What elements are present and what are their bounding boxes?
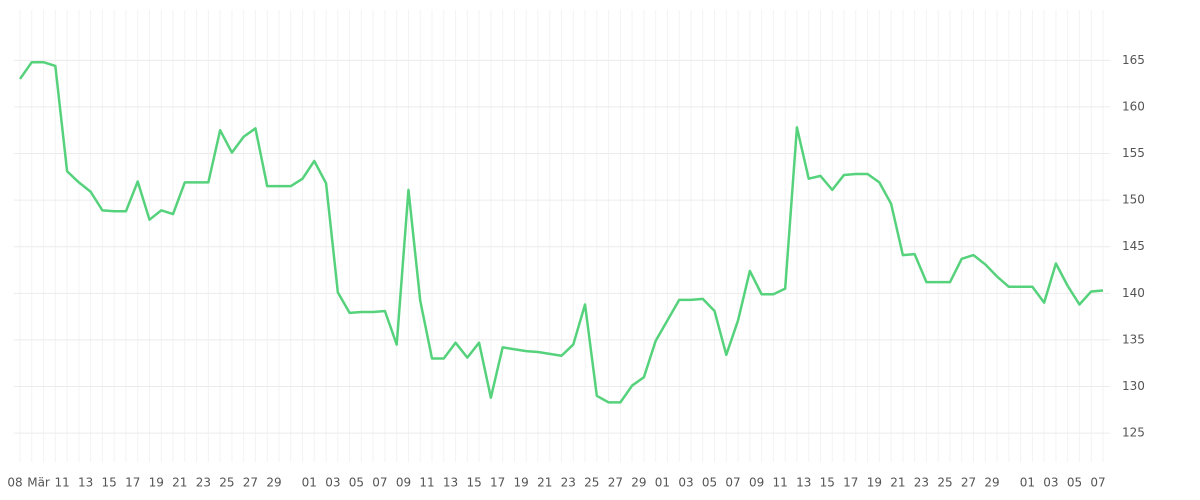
x-tick-label: 23: [561, 476, 576, 490]
x-tick-label: 13: [443, 476, 458, 490]
x-tick-label: 11: [773, 476, 788, 490]
x-tick-label: 03: [1043, 476, 1058, 490]
x-tick-label: 13: [796, 476, 811, 490]
x-tick-label: 23: [196, 476, 211, 490]
x-tick-label: 29: [266, 476, 281, 490]
x-tick-label: 25: [219, 476, 234, 490]
x-tick-label: 23: [914, 476, 929, 490]
x-tick-label: 17: [125, 476, 140, 490]
x-tick-label: 01: [302, 476, 317, 490]
y-tick-label: 140: [1122, 286, 1145, 300]
x-tick-label: 01: [1020, 476, 1035, 490]
y-tick-label: 160: [1122, 99, 1145, 113]
x-tick-label: 15: [466, 476, 481, 490]
x-tick-label: 03: [325, 476, 340, 490]
x-tick-label: 15: [820, 476, 835, 490]
x-tick-label: 27: [243, 476, 258, 490]
x-tick-label: 27: [961, 476, 976, 490]
x-tick-label: Mär: [27, 476, 50, 490]
x-tick-label: 11: [419, 476, 434, 490]
x-tick-label: 07: [372, 476, 387, 490]
x-tick-label: 07: [1090, 476, 1105, 490]
x-tick-label: 08: [7, 476, 22, 490]
x-tick-label: 05: [349, 476, 364, 490]
x-tick-label: 05: [702, 476, 717, 490]
x-tick-label: 29: [631, 476, 646, 490]
x-tick-label: 19: [867, 476, 882, 490]
x-tick-label: 21: [172, 476, 187, 490]
x-tick-label: 05: [1067, 476, 1082, 490]
y-tick-label: 155: [1122, 146, 1145, 160]
y-tick-label: 150: [1122, 193, 1145, 207]
x-tick-label: 01: [655, 476, 670, 490]
x-tick-label: 25: [937, 476, 952, 490]
x-tick-label: 09: [749, 476, 764, 490]
data-line: [18, 60, 1104, 404]
x-tick-label: 15: [102, 476, 117, 490]
x-tick-label: 27: [608, 476, 623, 490]
x-tick-label: 21: [890, 476, 905, 490]
x-tick-label: 21: [537, 476, 552, 490]
x-tick-label: 07: [725, 476, 740, 490]
x-tick-label: 13: [78, 476, 93, 490]
x-tick-label: 11: [54, 476, 69, 490]
x-tick-label: 03: [678, 476, 693, 490]
x-tick-label: 17: [843, 476, 858, 490]
y-tick-label: 165: [1122, 53, 1145, 67]
y-tick-label: 145: [1122, 239, 1145, 253]
x-tick-label: 19: [514, 476, 529, 490]
y-tick-label: 135: [1122, 332, 1145, 346]
x-tick-label: 17: [490, 476, 505, 490]
x-tick-label: 19: [149, 476, 164, 490]
x-tick-label: 29: [984, 476, 999, 490]
y-tick-label: 125: [1122, 426, 1145, 440]
y-tick-label: 130: [1122, 379, 1145, 393]
x-tick-label: 09: [396, 476, 411, 490]
x-tick-label: 25: [584, 476, 599, 490]
